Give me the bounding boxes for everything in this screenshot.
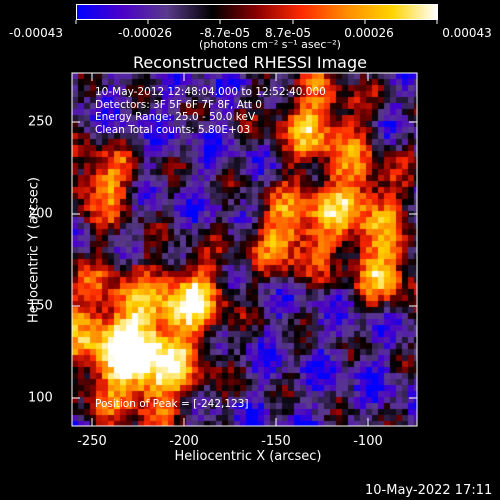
y-tick-label: 250 bbox=[28, 114, 53, 130]
x-tick-label: -100 bbox=[353, 434, 383, 449]
colorbar-tick-label: -0.00043 bbox=[9, 26, 63, 40]
x-axis-label: Heliocentric X (arcsec) bbox=[174, 449, 322, 464]
colorbar-ticks bbox=[75, 20, 438, 24]
x-tick-label: -200 bbox=[169, 434, 199, 449]
peak-position-text: Position of Peak = [-242,123] bbox=[95, 398, 249, 410]
plot-title: Reconstructed RHESSI Image bbox=[133, 53, 367, 72]
colorbar-tick-label: 0.00043 bbox=[442, 26, 492, 40]
colorbar-tick-label: 0.00026 bbox=[344, 26, 394, 40]
colorbar-tick-label: -0.00026 bbox=[118, 26, 172, 40]
x-tick-label: -150 bbox=[261, 434, 291, 449]
energy-range-text: Energy Range: 25.0 - 50.0 keV bbox=[95, 111, 256, 123]
x-tick-label: -250 bbox=[77, 434, 107, 449]
detectors-text: Detectors: 3F 5F 6F 7F 8F, Att 0 bbox=[95, 98, 262, 111]
y-tick-label: 100 bbox=[28, 390, 53, 406]
colorbar-tick-label: -8.7e-05 bbox=[199, 26, 251, 40]
timestamp: 10-May-2022 17:11 bbox=[365, 483, 493, 498]
y-axis-label: Heliocentric Y (arcsec) bbox=[26, 177, 42, 323]
colorbar bbox=[76, 4, 438, 20]
y-tick-label: 150 bbox=[28, 298, 53, 314]
time-range-text: 10-May-2012 12:48:04.000 to 12:52:40.000 bbox=[95, 86, 326, 98]
observation-info: 10-May-2012 12:48:04.000 to 12:52:40.000… bbox=[95, 86, 326, 136]
y-tick-label: 200 bbox=[28, 206, 53, 222]
colorbar-tick-label: 8.7e-05 bbox=[264, 26, 312, 40]
clean-counts-text: Clean Total counts: 5.80E+03 bbox=[95, 123, 251, 136]
colorbar-unit-label: (photons cm⁻² s⁻¹ asec⁻²) bbox=[199, 38, 341, 51]
